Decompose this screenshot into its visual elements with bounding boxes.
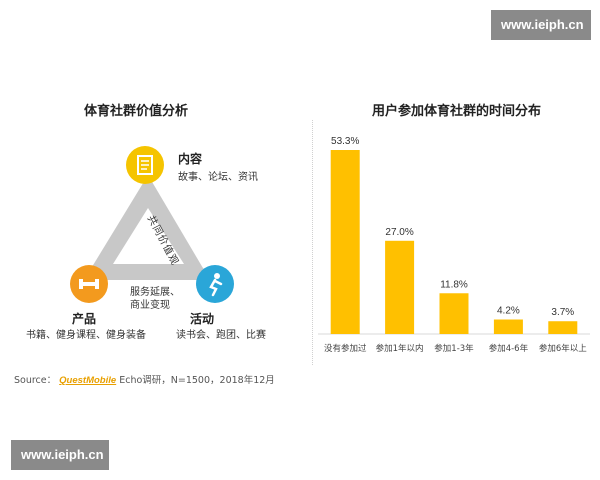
source-prefix: Source： xyxy=(14,375,57,386)
center-label-line2: 商业变现 xyxy=(130,300,170,311)
source-rest: Echo调研，N=1500，2018年12月 xyxy=(119,375,275,386)
left-panel-title: 体育社群价值分析 xyxy=(84,104,189,119)
bar-value-label-3: 11.8% xyxy=(440,279,468,290)
bar-value-label-5: 3.7% xyxy=(551,307,574,318)
chart-title: 用户参加体育社群的时间分布 xyxy=(372,104,542,119)
category-label-3: 参加1-3年 xyxy=(434,343,474,354)
content-node-circle xyxy=(126,146,164,184)
document-icon xyxy=(137,155,153,175)
triangle-inner-hole xyxy=(113,208,184,264)
bar-1 xyxy=(330,150,360,334)
bar-value-label-4: 4.2% xyxy=(497,306,520,317)
activity-node-circle xyxy=(196,265,234,303)
source-brand: QuestMobile xyxy=(59,375,117,386)
bar-value-label-1: 53.3% xyxy=(331,136,359,147)
center-label-line1: 服务延展、 xyxy=(130,287,180,298)
category-label-5: 参加6年以上 xyxy=(539,343,587,354)
watermark-bottom: www.ieiph.cn xyxy=(11,440,109,470)
bar-5 xyxy=(548,321,578,334)
content-node-sub: 故事、论坛、资讯 xyxy=(178,172,258,183)
bar-3 xyxy=(439,293,469,334)
bar-value-label-2: 27.0% xyxy=(385,227,413,238)
activity-node-sub: 读书会、跑团、比赛 xyxy=(176,330,266,341)
source-line: Source： QuestMobile Echo调研，N=1500，2018年1… xyxy=(14,372,275,386)
product-node-sub: 书籍、健身课程、健身装备 xyxy=(26,330,146,341)
activity-node-label: 活动 xyxy=(190,312,215,326)
bar-2 xyxy=(385,240,415,334)
category-label-2: 参加1年以内 xyxy=(376,343,424,354)
panel-divider xyxy=(312,120,313,365)
watermark-top: www.ieiph.cn xyxy=(491,10,591,40)
category-label-4: 参加4-6年 xyxy=(489,343,529,354)
runner-icon xyxy=(209,273,223,297)
bar-4 xyxy=(493,319,523,334)
dumbbell-icon xyxy=(79,279,99,289)
content-node-label: 内容 xyxy=(178,152,203,166)
product-node-label: 产品 xyxy=(72,312,97,326)
category-label-1: 没有参加过 xyxy=(324,343,367,354)
product-node-circle xyxy=(70,265,108,303)
